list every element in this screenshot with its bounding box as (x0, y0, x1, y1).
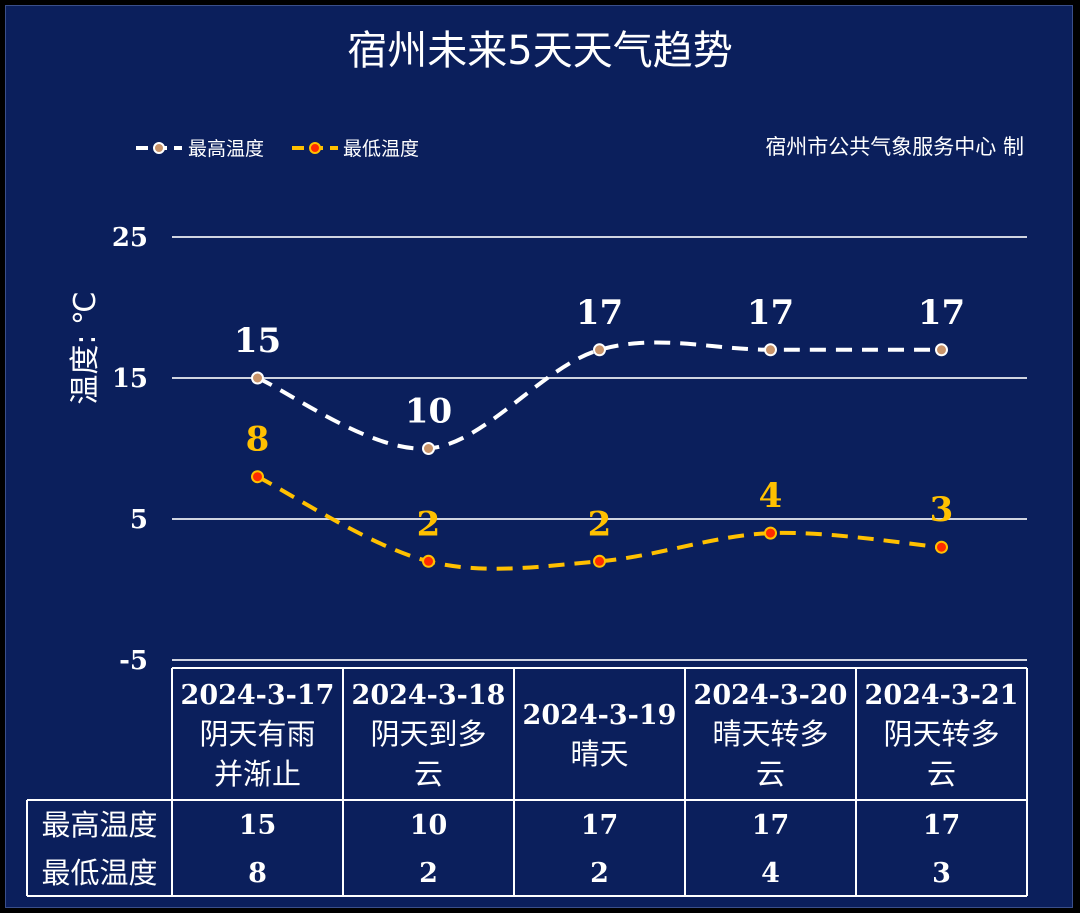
table-cell-low: 2 (590, 858, 609, 889)
data-label-high: 17 (747, 293, 794, 333)
data-label-high: 10 (405, 392, 452, 432)
table-header-cell: 2024-3-18 阴天到多云 (352, 680, 506, 791)
table-cell-high: 15 (239, 810, 277, 841)
table-header-cell: 2024-3-17 阴天有雨并渐止 (181, 680, 335, 791)
y-tick-label: 15 (112, 364, 148, 394)
date-label: 2024-3-20 (694, 680, 848, 711)
data-label-high: 15 (234, 321, 281, 361)
table-cell-high: 10 (410, 810, 448, 841)
weather-description: 晴天转多云 (712, 717, 828, 791)
date-label: 2024-3-21 (865, 680, 1019, 711)
data-label-high: 17 (576, 293, 623, 333)
chart-title: 宿州未来5天天气趋势 (347, 28, 732, 74)
y-tick-label: -5 (119, 646, 148, 676)
data-point-low (935, 540, 948, 554)
chart-panel (5, 5, 1073, 908)
row-header-low: 最低温度 (41, 856, 157, 890)
weather-description: 阴天有雨并渐止 (199, 717, 315, 791)
legend-high-label: 最高温度 (188, 138, 264, 160)
data-point-low (251, 470, 264, 484)
series-line-high (256, 340, 942, 451)
data-point-high (764, 343, 777, 357)
data-label-low: 3 (930, 490, 954, 530)
legend-low-label: 最低温度 (343, 138, 419, 160)
weather-description: 阴天转多云 (883, 717, 999, 791)
table-cell-low: 3 (932, 858, 951, 889)
weather-description: 阴天到多云 (370, 717, 486, 791)
row-header-high: 最高温度 (41, 808, 157, 842)
data-label-low: 4 (759, 476, 783, 516)
y-tick-label: 25 (112, 223, 148, 253)
source-credit: 宿州市公共气象服务中心 制 (765, 135, 1024, 159)
data-label-low: 2 (417, 504, 441, 544)
table-cell-high: 17 (923, 810, 961, 841)
gridlines (172, 236, 1027, 661)
date-label: 2024-3-18 (352, 680, 506, 711)
date-label: 2024-3-19 (523, 700, 677, 731)
data-point-low (593, 554, 606, 568)
data-point-high (935, 343, 948, 357)
legend-high-marker-icon (153, 142, 165, 154)
data-label-low: 2 (588, 504, 612, 544)
y-axis-label: 温度: ℃ (68, 291, 103, 404)
weather-description: 晴天 (570, 737, 628, 771)
legend: 最高温度 最低温度 (136, 138, 419, 160)
data-label-high: 17 (918, 293, 965, 333)
legend-low: 最低温度 (292, 138, 419, 160)
data-point-high (593, 343, 606, 357)
table-header-cell: 2024-3-19 晴天 (523, 700, 677, 771)
legend-high: 最高温度 (136, 138, 264, 160)
table-header-cell: 2024-3-20 晴天转多云 (694, 680, 848, 791)
data-point-low (764, 526, 777, 540)
data-point-high (422, 442, 435, 455)
data-label-low: 8 (246, 420, 270, 460)
y-tick-labels: 25 15 5 -5 (112, 223, 148, 676)
table-cell-low: 2 (419, 858, 438, 889)
series-points (251, 343, 948, 568)
data-point-low (422, 554, 435, 568)
table-cell-low: 4 (761, 858, 780, 889)
legend-low-marker-icon (309, 142, 321, 154)
data-point-high (251, 371, 264, 385)
y-tick-label: 5 (130, 505, 148, 535)
forecast-table: 2024-3-17 阴天有雨并渐止 2024-3-18 阴天到多云 2024-3-19 晴… (26, 667, 1028, 897)
date-label: 2024-3-17 (181, 680, 335, 711)
table-cell-high: 17 (752, 810, 790, 841)
table-cell-high: 17 (581, 810, 619, 841)
table-cell-low: 8 (248, 858, 267, 889)
table-header-cell: 2024-3-21 阴天转多云 (865, 680, 1019, 791)
data-labels: 15 10 17 17 17 8 2 2 4 3 (234, 293, 965, 545)
